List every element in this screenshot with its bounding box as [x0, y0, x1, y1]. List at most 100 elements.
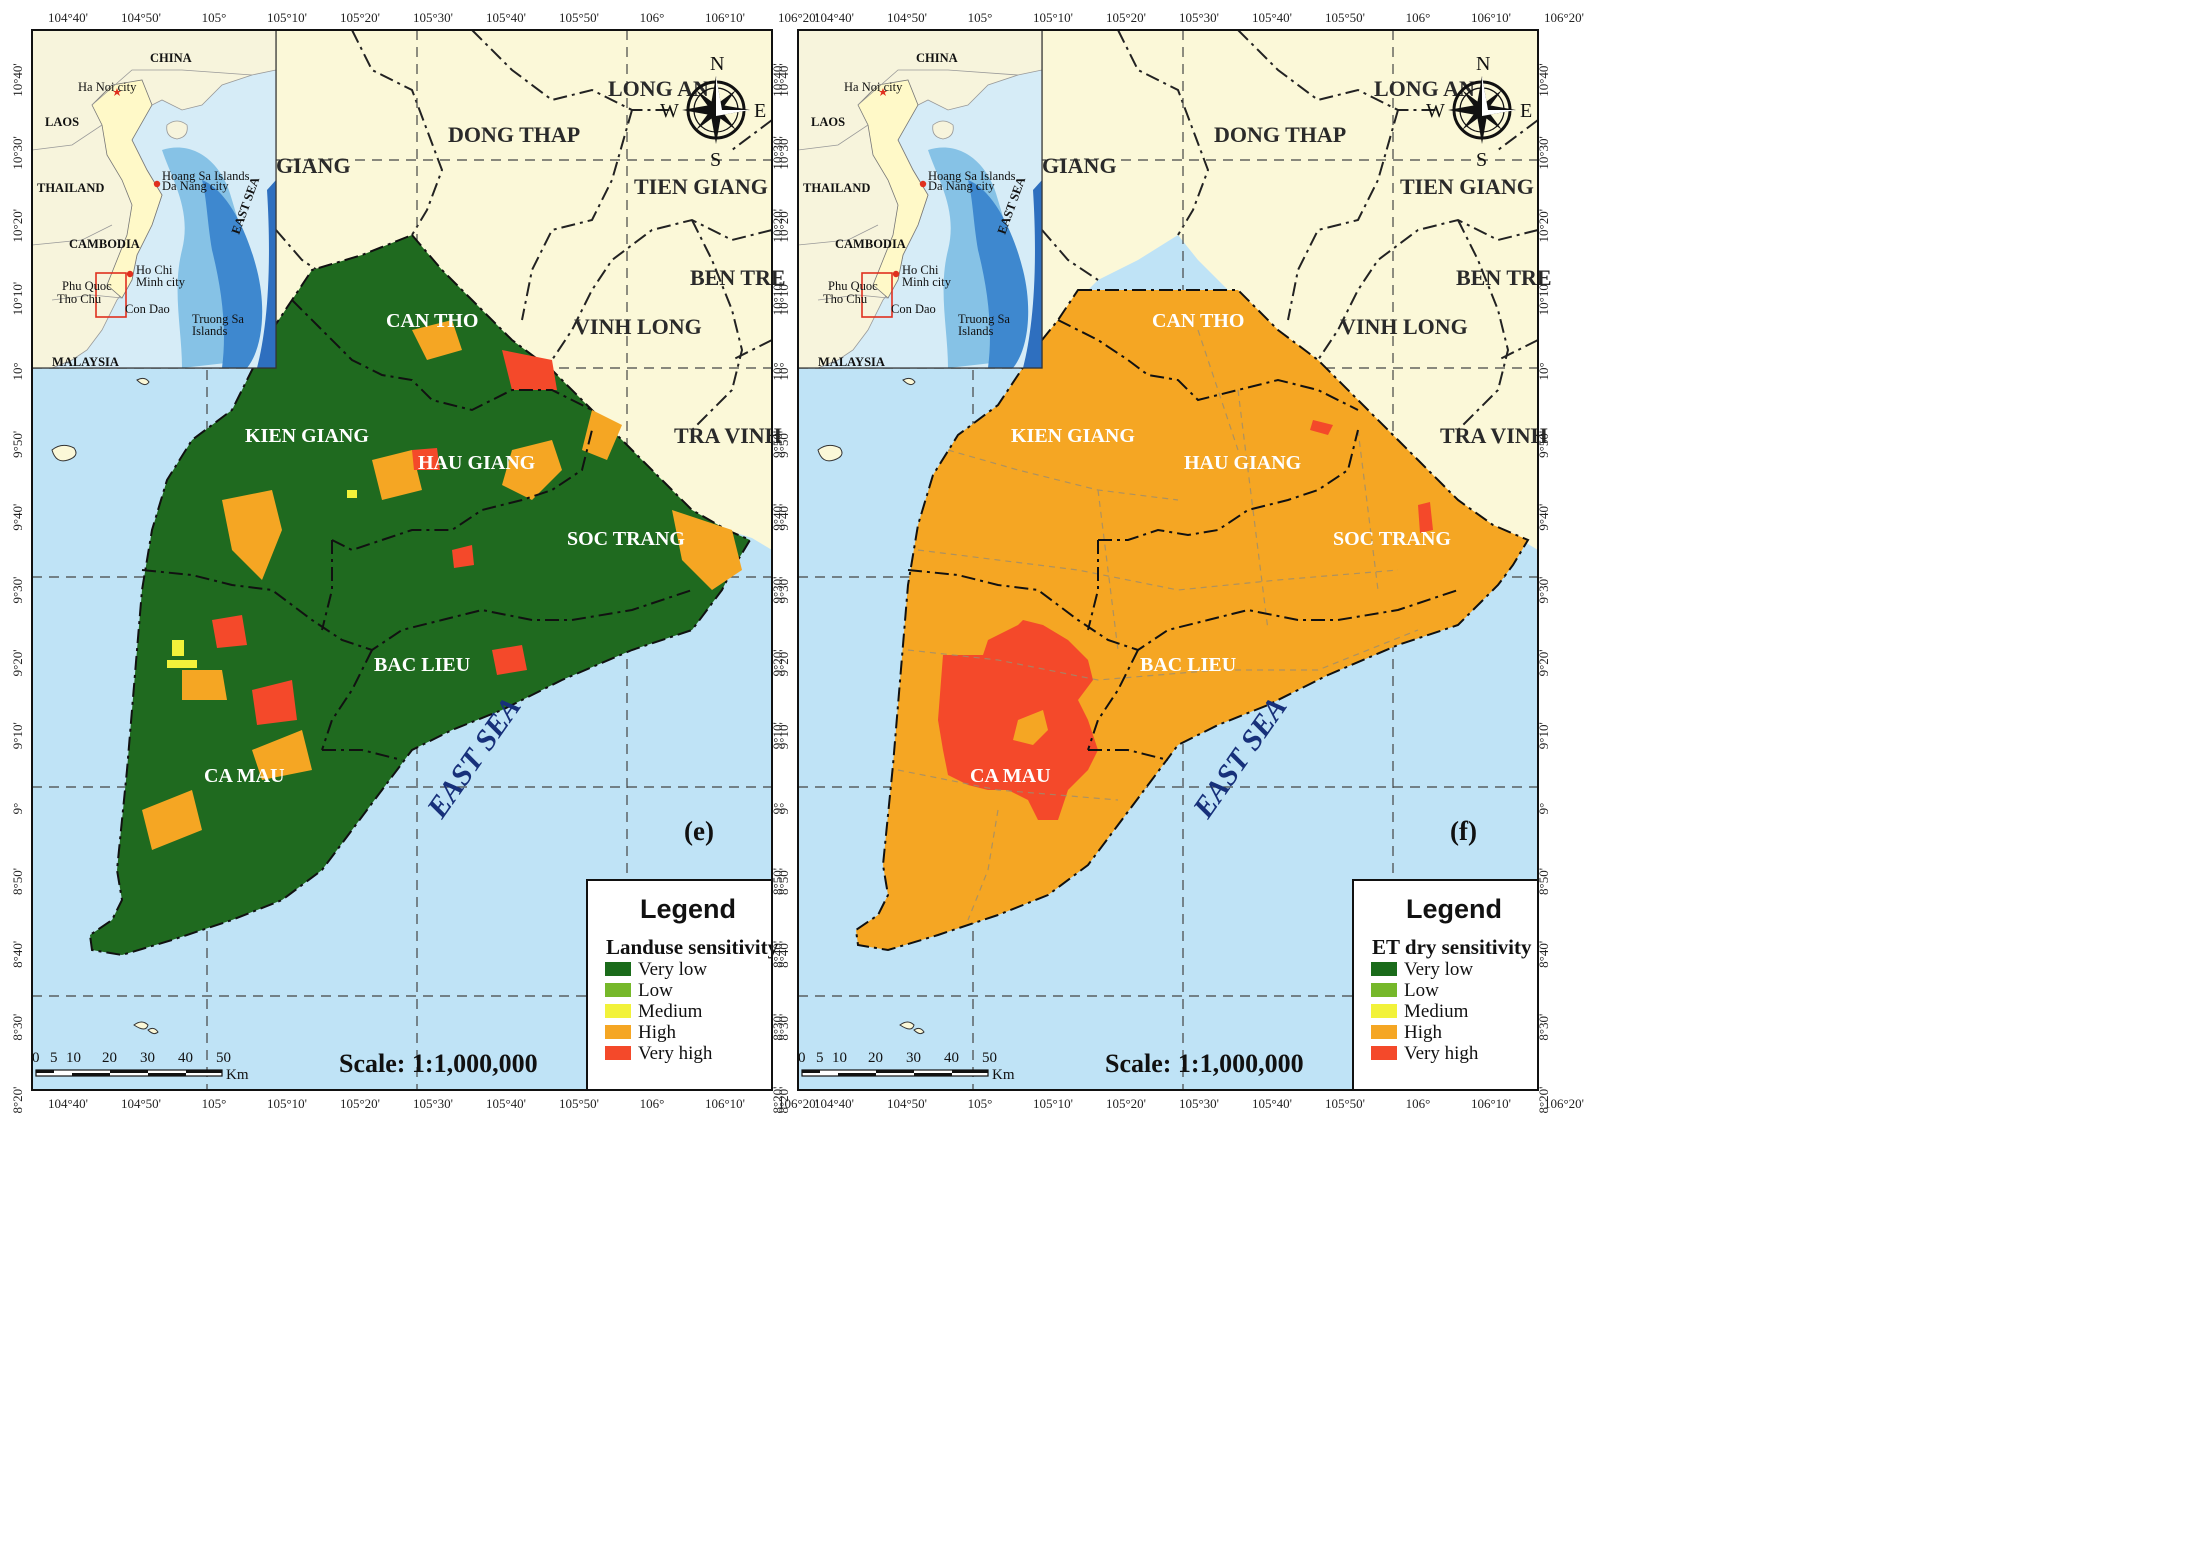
- compass-n: N: [1476, 53, 1490, 75]
- legend-item-very-high: Very high: [1404, 1043, 1479, 1064]
- lat-tick-right: 9°10': [1536, 722, 1551, 749]
- lat-tick-right: 10°10': [1536, 282, 1551, 316]
- lon-tick-top: 106°10': [1471, 10, 1511, 25]
- lon-tick-bottom: 105°40': [486, 1096, 526, 1111]
- legend-item-low: Low: [1404, 980, 1439, 1001]
- lon-tick-top: 105°20': [340, 10, 380, 25]
- lon-tick-bottom: 105°20': [340, 1096, 380, 1111]
- label-ca-mau: CA MAU: [204, 765, 285, 787]
- inset-thailand: THAILAND: [803, 181, 870, 195]
- compass-w: W: [660, 100, 679, 122]
- lon-tick-top: 106°: [1406, 10, 1431, 25]
- svg-text:10: 10: [66, 1050, 81, 1066]
- lat-tick-left: 10°40': [776, 63, 791, 97]
- svg-text:30: 30: [140, 1050, 155, 1066]
- city-dot-icon: [153, 180, 161, 188]
- scale-text: Scale: 1:1,000,000: [339, 1049, 538, 1078]
- inset-con-dao: Con Dao: [125, 302, 170, 316]
- swatch-high: [605, 1025, 631, 1039]
- city-dot-icon: [126, 270, 134, 278]
- city-dot-icon: [919, 180, 927, 188]
- map-panel-f: CHINA Ha Noi city LAOS THAILAND Hoang Sa…: [797, 29, 1552, 1091]
- swatch-high: [1371, 1025, 1397, 1039]
- compass-e: E: [754, 100, 766, 122]
- lon-tick-bottom: 104°50': [121, 1096, 161, 1111]
- lat-tick-right: 9°40': [770, 504, 785, 531]
- scale-text: Scale: 1:1,000,000: [1105, 1049, 1304, 1078]
- lat-tick-right: 8°20': [1536, 1086, 1551, 1113]
- panel-label-f: (f): [1450, 816, 1477, 846]
- label-kien-giang: KIEN GIANG: [1011, 425, 1135, 447]
- legend-title: Legend: [1406, 894, 1502, 924]
- lat-tick-right: 8°50': [1536, 868, 1551, 895]
- swatch-low: [605, 983, 631, 997]
- lon-tick-bottom: 105°50': [1325, 1096, 1365, 1111]
- inset-cambodia: CAMBODIA: [835, 237, 906, 251]
- svg-text:30: 30: [906, 1050, 921, 1066]
- lat-tick-left: 9°40': [776, 504, 791, 531]
- inset-labels-f: CHINA Ha Noi city LAOS THAILAND Hoang Sa…: [803, 51, 1028, 369]
- lat-tick-left: 9°10': [776, 722, 791, 749]
- inset-malaysia: MALAYSIA: [818, 355, 885, 369]
- svg-text:0: 0: [798, 1050, 806, 1066]
- mekong-delta-e: [88, 233, 752, 957]
- inset-hoang-sa: Hoang Sa Islands: [162, 169, 250, 183]
- lon-tick-top: 105°: [968, 10, 993, 25]
- lat-tick-left: 8°40': [10, 941, 25, 968]
- lon-tick-top: 104°40': [48, 10, 88, 25]
- lat-tick-right: 9°50': [770, 431, 785, 458]
- label-giang: GIANG: [1042, 153, 1117, 178]
- lon-tick-top: 105°40': [1252, 10, 1292, 25]
- high-patch-f: [1013, 710, 1048, 745]
- compass-rose-icon: N S E W: [1426, 53, 1532, 171]
- label-long-an: LONG AN: [608, 76, 709, 101]
- lat-tick-left: 8°50': [10, 868, 25, 895]
- lon-tick-top: 104°50': [887, 10, 927, 25]
- swatch-medium: [605, 1004, 631, 1018]
- capital-star-icon: [879, 88, 887, 96]
- legend-e: Legend Landuse sensitivity Very low Low …: [586, 879, 779, 1091]
- inset-ha-noi: Ha Noi city: [78, 80, 137, 94]
- label-dong-thap: DONG THAP: [1214, 122, 1346, 147]
- swatch-very-high: [1371, 1046, 1397, 1060]
- city-dot-icon: [892, 270, 900, 278]
- lat-tick-left: 9°50': [10, 431, 25, 458]
- inset-truong-sa-2: Islands: [958, 324, 994, 338]
- lat-tick-left: 9°10': [10, 722, 25, 749]
- lat-tick-right: 9°30': [1536, 576, 1551, 603]
- lon-tick-bottom: 105°30': [1179, 1096, 1219, 1111]
- lat-tick-left: 8°20': [10, 1086, 25, 1113]
- inset-da-nang: Da Nang city: [162, 179, 229, 193]
- lat-tick-right: 9°40': [1536, 504, 1551, 531]
- swatch-very-high: [605, 1046, 631, 1060]
- inset-phu-quoc: Phu Quoc: [62, 279, 112, 293]
- inset-da-nang: Da Nang city: [928, 179, 995, 193]
- inset-thailand: THAILAND: [37, 181, 104, 195]
- scale-bar: 0 5 10 20 30 40 50 Km: [32, 1050, 249, 1083]
- inset-tho-chu: Tho Chu: [57, 292, 102, 306]
- compass-w: W: [1426, 100, 1445, 122]
- lat-tick-left: 9°20': [776, 649, 791, 676]
- svg-text:10: 10: [832, 1050, 847, 1066]
- lon-tick-top: 104°50': [121, 10, 161, 25]
- swatch-very-low: [1371, 962, 1397, 976]
- label-can-tho: CAN THO: [1152, 310, 1244, 332]
- svg-text:Km: Km: [992, 1067, 1015, 1083]
- lat-tick-right: 10°20': [770, 209, 785, 243]
- label-soc-trang: SOC TRANG: [567, 528, 685, 550]
- label-ben-tre: BEN TRE: [1456, 265, 1552, 290]
- lon-tick-top: 105°20': [1106, 10, 1146, 25]
- scale-bar: 0 5 10 20 30 40 50 Km: [798, 1050, 1015, 1083]
- lon-tick-top: 105°30': [1179, 10, 1219, 25]
- lat-tick-left: 9°50': [776, 431, 791, 458]
- lon-tick-bottom: 105°20': [1106, 1096, 1146, 1111]
- inset-labels-e: CHINA Ha Noi city LAOS THAILAND Hoang Sa…: [37, 51, 262, 369]
- legend-item-very-high: Very high: [638, 1043, 713, 1064]
- lat-tick-right: 9°30': [770, 576, 785, 603]
- inset-con-dao: Con Dao: [891, 302, 936, 316]
- svg-text:20: 20: [102, 1050, 117, 1066]
- label-vinh-long: VINH LONG: [1340, 314, 1468, 339]
- swatch-low: [1371, 983, 1397, 997]
- lat-tick-right: 9°50': [1536, 431, 1551, 458]
- legend-title: Legend: [640, 894, 736, 924]
